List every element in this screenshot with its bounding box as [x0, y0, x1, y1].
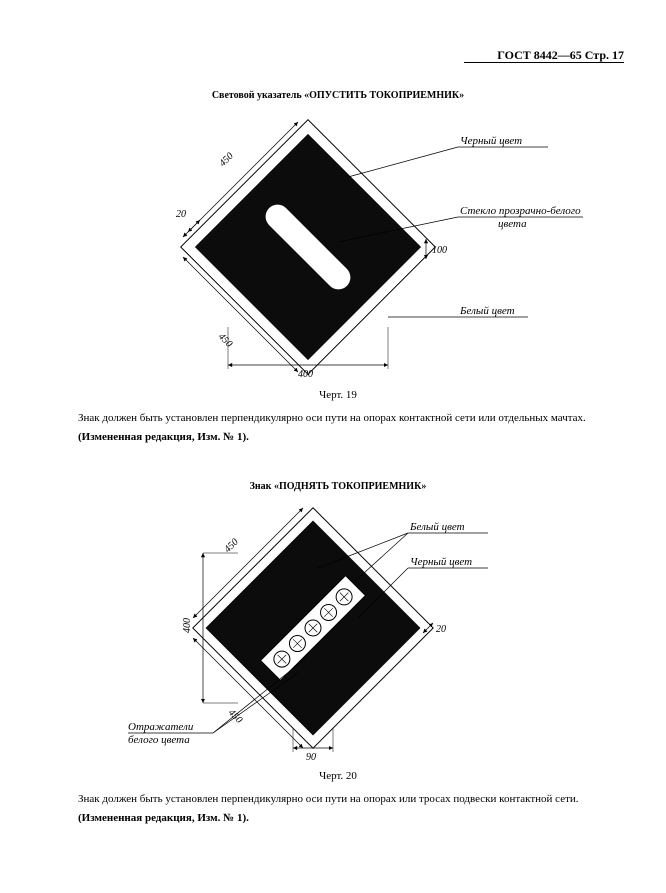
dim-400: 400 [298, 369, 313, 380]
page-header: ГОСТ 8442—65 Стр. 17 [497, 48, 624, 63]
dim2-20: 20 [436, 624, 446, 635]
dim-450-tl: 450 [217, 151, 235, 169]
dim2-450-tl: 450 [222, 536, 240, 554]
figure-2-title: Знак «ПОДНЯТЬ ТОКОПРИЕМНИК» [50, 481, 626, 492]
dim-450-bl: 450 [216, 331, 234, 349]
label-white: Белый цвет [459, 305, 515, 317]
dim-100: 100 [432, 245, 447, 256]
label2-white: Белый цвет [409, 521, 465, 533]
figure-1-caption: Черт. 19 [50, 389, 626, 401]
dim2-400: 400 [182, 618, 193, 633]
dim2-90: 90 [306, 752, 316, 763]
label-black: Черный цвет [460, 135, 522, 147]
label2-refl-1: Отражатели [128, 721, 194, 733]
dim-20: 20 [176, 209, 186, 220]
paragraph-1: Знак должен быть установлен перпендикуля… [54, 411, 622, 426]
figure-2: 450 400 450 20 90 Белый цвет Чер [50, 498, 626, 768]
label2-black: Черный цвет [410, 556, 472, 568]
paragraph-1-note: (Измененная редакция, Изм. № 1). [54, 430, 622, 445]
label-glass-1: Стекло прозрачно-белого [460, 205, 581, 217]
figure-1: 450 20 450 400 100 Черный цвет Стекло пр… [50, 107, 626, 387]
label2-refl-2: белого цвета [128, 734, 190, 746]
paragraph-2-note: (Измененная редакция, Изм. № 1). [54, 811, 622, 826]
figure-2-caption: Черт. 20 [50, 770, 626, 782]
paragraph-2: Знак должен быть установлен перпендикуля… [54, 792, 622, 807]
header-rule [464, 62, 624, 63]
label-glass-2: цвета [498, 218, 527, 230]
figure-1-title: Световой указатель «ОПУСТИТЬ ТОКОПРИЕМНИ… [50, 90, 626, 101]
page: ГОСТ 8442—65 Стр. 17 Световой указатель … [0, 0, 666, 855]
